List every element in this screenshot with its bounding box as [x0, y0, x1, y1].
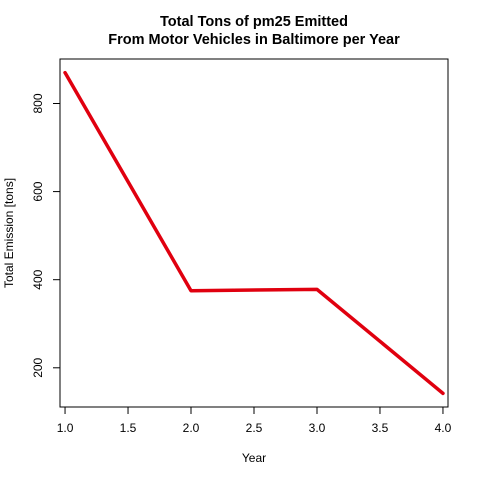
- x-tick-label: 2.0: [183, 421, 200, 435]
- series-line: [63, 70, 445, 396]
- x-tick-label: 3.0: [309, 421, 326, 435]
- chart-title: Total Tons of pm25 Emitted: [160, 14, 348, 30]
- y-tick-label: 600: [31, 181, 45, 201]
- x-axis: 1.0 1.5 2.0 2.5 3.0 3.5 4.0: [57, 406, 452, 435]
- plot-box: [59, 58, 449, 408]
- y-axis: 200 400 600 800: [31, 93, 61, 378]
- y-tick-label: 400: [31, 269, 45, 289]
- chart-subtitle: From Motor Vehicles in Baltimore per Yea…: [108, 32, 400, 48]
- y-axis-label: Total Emission [tons]: [2, 178, 16, 288]
- x-axis-label: Year: [242, 451, 266, 465]
- y-tick-label: 800: [31, 93, 45, 113]
- x-tick-label: 2.5: [246, 421, 263, 435]
- x-tick-label: 1.5: [120, 421, 137, 435]
- x-tick-label: 3.5: [372, 421, 389, 435]
- x-tick-label: 1.0: [57, 421, 74, 435]
- y-tick-label: 200: [31, 357, 45, 377]
- x-tick-label: 4.0: [435, 421, 452, 435]
- series-layer: [63, 70, 445, 396]
